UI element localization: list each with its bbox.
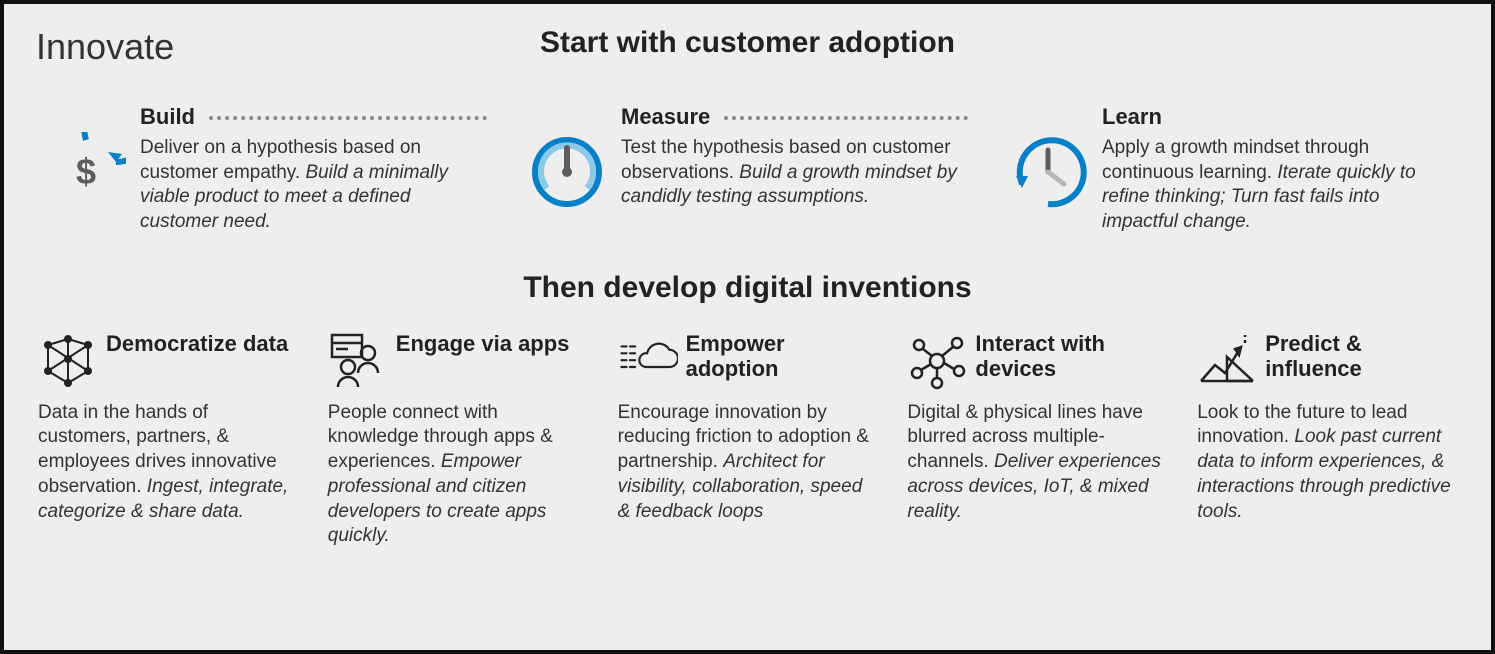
step-measure-text: Measure Test the hypothesis based on cus… [621, 104, 968, 235]
section2-title: Then develop digital inventions [36, 271, 1459, 305]
card-empower-adoption: Empower adoption Encourage innovation by… [618, 331, 878, 549]
app-users-icon [328, 331, 388, 391]
card-title: Predict & influence [1265, 331, 1457, 382]
card-body: Look to the future to lead innovation. L… [1197, 401, 1457, 524]
card-body: People connect with knowledge through ap… [328, 401, 588, 549]
step-learn: Learn Apply a growth mindset through con… [1008, 104, 1449, 235]
step-connector [209, 116, 487, 120]
step-build: $ Build Deliver on a hypothesis based on… [46, 104, 487, 235]
card-title: Interact with devices [975, 331, 1167, 382]
card-body: Data in the hands of customers, partners… [38, 401, 298, 524]
card-body: Encourage innovation by reducing frictio… [618, 401, 878, 524]
trend-chart-icon [1197, 331, 1257, 391]
step-build-text: Build Deliver on a hypothesis based on c… [140, 104, 487, 235]
graph-nodes-icon [907, 331, 967, 391]
card-predict-influence: Predict & influence Look to the future t… [1197, 331, 1457, 549]
card-body: Digital & physical lines have blurred ac… [907, 401, 1167, 524]
card-title: Democratize data [106, 331, 288, 356]
card-title: Engage via apps [396, 331, 570, 356]
digital-inventions-row: Democratize data Data in the hands of cu… [36, 331, 1459, 549]
card-democratize-data: Democratize data Data in the hands of cu… [38, 331, 298, 549]
card-title: Empower adoption [686, 331, 878, 382]
step-body: Test the hypothesis based on customer ob… [621, 136, 968, 210]
page-label: Innovate [36, 26, 174, 68]
step-measure: Measure Test the hypothesis based on cus… [527, 104, 968, 235]
step-title: Learn [1102, 104, 1176, 130]
step-title: Build [140, 104, 209, 130]
step-body: Deliver on a hypothesis based on custome… [140, 136, 487, 235]
step-connector [724, 116, 968, 120]
gauge-icon [527, 132, 607, 212]
cloud-stream-icon [618, 331, 678, 391]
svg-text:$: $ [76, 151, 96, 192]
step-title: Measure [621, 104, 724, 130]
network-cube-icon [38, 331, 98, 391]
section1-title: Start with customer adoption [36, 26, 1459, 60]
innovate-infographic: Innovate Start with customer adoption $ … [0, 0, 1495, 654]
step-body: Apply a growth mindset through continuou… [1102, 136, 1449, 235]
card-interact-devices: Interact with devices Digital & physical… [907, 331, 1167, 549]
clock-cycle-icon [1008, 132, 1088, 212]
card-engage-apps: Engage via apps People connect with know… [328, 331, 588, 549]
step-learn-text: Learn Apply a growth mindset through con… [1102, 104, 1449, 235]
customer-adoption-row: $ Build Deliver on a hypothesis based on… [36, 104, 1459, 235]
dollar-cycle-icon: $ [46, 132, 126, 212]
